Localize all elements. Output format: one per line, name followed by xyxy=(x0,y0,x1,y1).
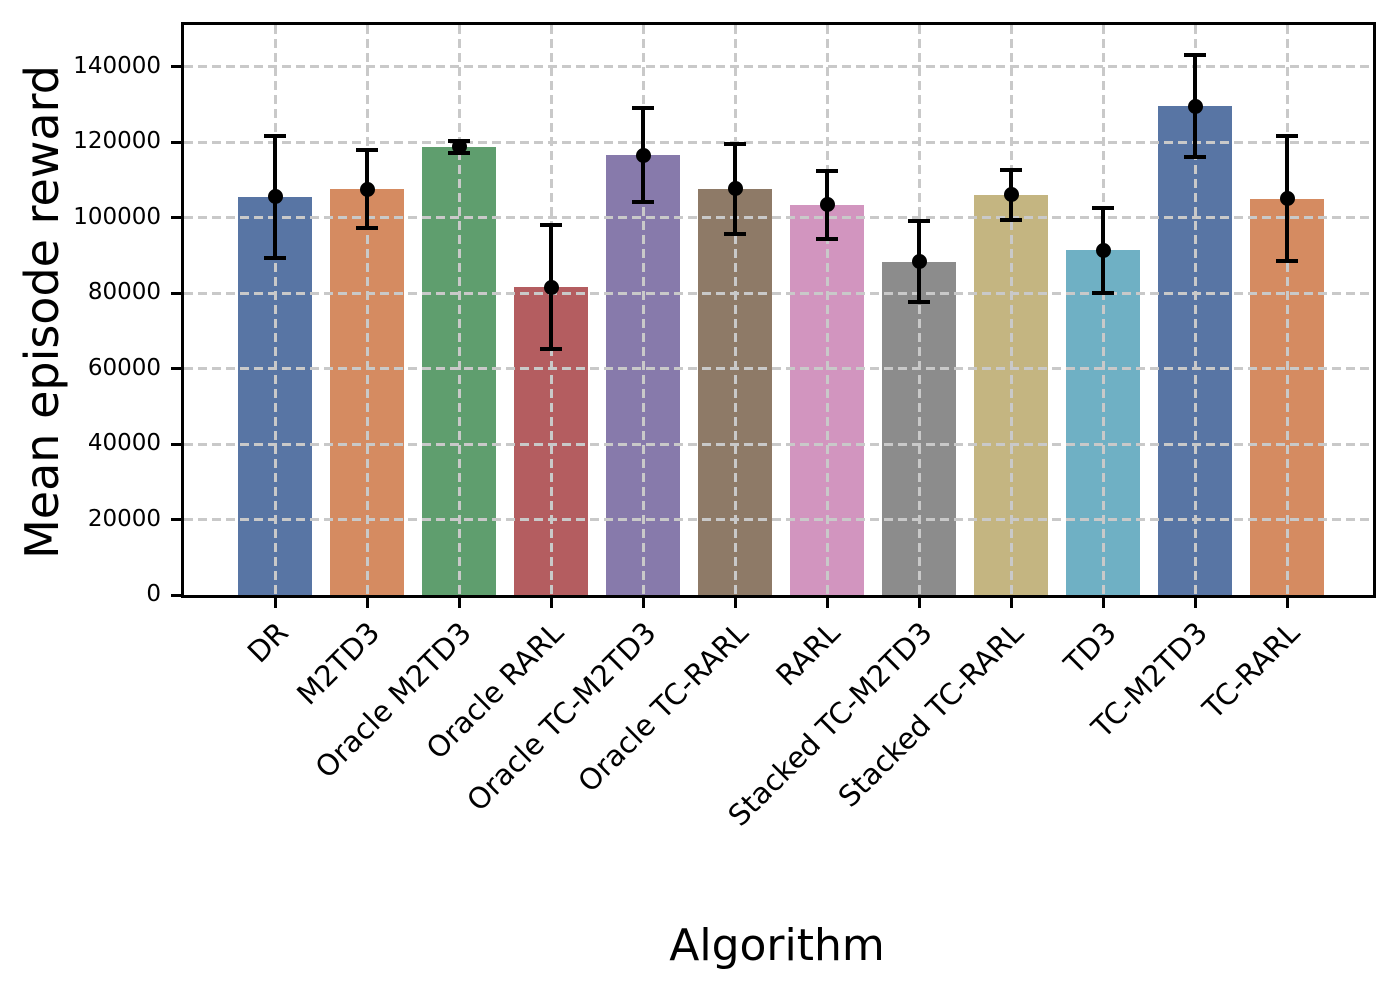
error-bar-cap-top xyxy=(1000,167,1022,172)
v-gridline xyxy=(365,25,369,595)
y-tick-mark xyxy=(171,518,181,521)
mean-dot xyxy=(267,189,283,205)
x-axis-label: Algorithm xyxy=(669,920,885,971)
y-tick-label: 40000 xyxy=(87,430,161,456)
y-tick-mark xyxy=(171,65,181,69)
x-tick-mark xyxy=(733,598,737,608)
h-gridline xyxy=(184,367,1373,370)
error-bar-cap-bottom xyxy=(816,236,838,241)
x-tick-mark xyxy=(457,598,461,608)
v-gridline xyxy=(1009,25,1013,595)
x-tick-mark xyxy=(365,598,369,608)
x-tick-mark xyxy=(917,598,921,608)
v-gridline xyxy=(1285,25,1289,595)
error-bar-cap-bottom xyxy=(1092,291,1114,295)
mean-dot xyxy=(1095,242,1111,258)
x-tick-mark xyxy=(1009,598,1013,608)
v-gridline xyxy=(825,25,829,595)
mean-dot xyxy=(727,181,743,197)
error-bar-cap-top xyxy=(1184,53,1206,58)
error-bar-cap-bottom xyxy=(1184,155,1206,160)
v-gridline xyxy=(273,25,277,595)
error-bar-cap-bottom xyxy=(356,226,378,231)
x-tick-label: TD3 xyxy=(1056,615,1123,681)
error-bar-cap-top xyxy=(724,141,746,146)
mean-dot xyxy=(911,254,927,270)
v-gridline xyxy=(1193,25,1197,595)
error-bar-cap-top xyxy=(908,218,930,223)
error-bar-cap-top xyxy=(632,106,654,111)
y-tick-label: 60000 xyxy=(87,354,161,381)
x-tick-mark xyxy=(549,598,553,608)
error-bar-cap-top xyxy=(816,168,838,173)
h-gridline xyxy=(184,291,1373,295)
x-tick-mark xyxy=(273,598,277,608)
y-tick-label: 140000 xyxy=(73,52,161,79)
y-tick-mark xyxy=(171,593,181,597)
y-tick-mark xyxy=(171,216,181,220)
mean-dot xyxy=(1279,191,1295,207)
mean-dot xyxy=(635,147,651,163)
x-tick-mark xyxy=(1193,598,1197,608)
error-bar-cap-top xyxy=(264,133,286,138)
h-gridline xyxy=(184,65,1373,69)
error-bar-cap-top xyxy=(540,223,562,228)
x-tick-mark xyxy=(641,598,645,608)
x-tick-label: TC-RARL xyxy=(1196,615,1307,726)
x-tick-label: DR xyxy=(240,615,295,670)
x-tick-mark xyxy=(1101,598,1105,608)
y-tick-label: 120000 xyxy=(73,128,161,155)
error-bar-cap-top xyxy=(1276,133,1298,138)
mean-dot xyxy=(451,139,467,155)
mean-dot xyxy=(819,197,835,213)
h-gridline xyxy=(184,442,1373,446)
plot-area xyxy=(171,22,1376,608)
mean-dot xyxy=(1187,98,1203,114)
y-tick-mark xyxy=(171,291,181,295)
v-gridline xyxy=(733,25,737,595)
error-bar-cap-bottom xyxy=(264,255,286,260)
error-bar-cap-top xyxy=(1092,205,1114,210)
error-bar-cap-bottom xyxy=(724,232,746,237)
y-tick-label: 20000 xyxy=(87,505,161,532)
y-tick-mark xyxy=(171,367,181,370)
error-bar-cap-bottom xyxy=(1276,259,1298,264)
h-gridline xyxy=(184,518,1373,521)
mean-dot xyxy=(1003,187,1019,203)
y-tick-label: 0 xyxy=(146,581,161,607)
v-gridline xyxy=(1101,25,1105,595)
h-gridline xyxy=(184,140,1373,144)
y-tick-label: 100000 xyxy=(73,203,161,230)
error-bar-cap-top xyxy=(356,147,378,152)
x-tick-mark xyxy=(825,598,829,608)
x-tick-label: Oracle TC-RARL xyxy=(570,615,755,799)
error-bar-cap-bottom xyxy=(540,347,562,352)
error-bar-cap-bottom xyxy=(632,200,654,205)
y-tick-mark xyxy=(171,140,181,144)
mean-dot xyxy=(359,181,375,197)
error-bar-cap-bottom xyxy=(908,300,930,305)
y-tick-label: 80000 xyxy=(87,279,161,305)
h-gridline xyxy=(184,216,1373,220)
v-gridline xyxy=(917,25,921,595)
mean-dot xyxy=(543,279,559,295)
x-tick-mark xyxy=(1285,598,1289,608)
v-gridline xyxy=(457,25,461,595)
error-bar-cap-bottom xyxy=(1000,218,1022,223)
v-gridline xyxy=(641,25,645,595)
y-tick-mark xyxy=(171,442,181,446)
x-tick-label: RARL xyxy=(769,615,847,693)
